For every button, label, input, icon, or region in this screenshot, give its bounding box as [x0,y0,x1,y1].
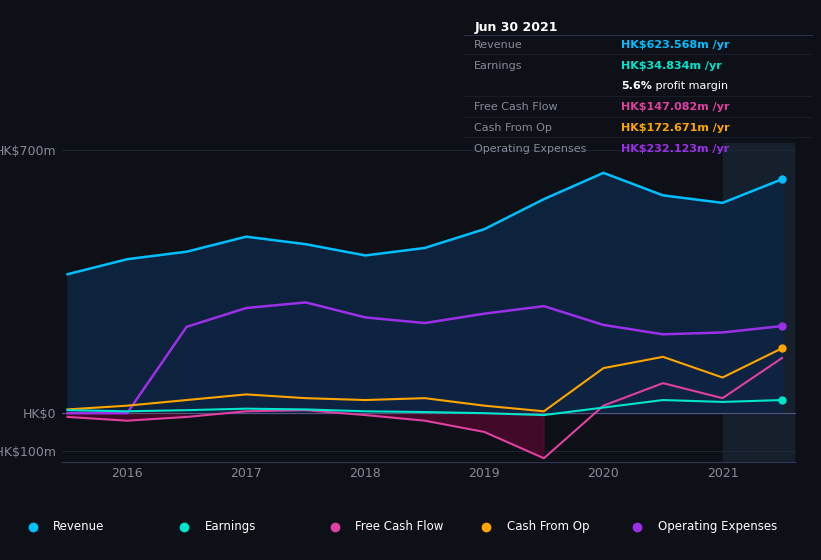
Text: Revenue: Revenue [475,40,523,50]
Text: HK$34.834m /yr: HK$34.834m /yr [621,60,722,71]
Bar [722,143,794,462]
Text: HK$172.671m /yr: HK$172.671m /yr [621,123,730,133]
Text: Operating Expenses: Operating Expenses [658,520,777,533]
Text: Free Cash Flow: Free Cash Flow [475,102,558,112]
Text: Operating Expenses: Operating Expenses [475,144,587,153]
Text: Free Cash Flow: Free Cash Flow [355,520,444,533]
Text: 5.6%: 5.6% [621,81,652,91]
Text: Jun 30 2021: Jun 30 2021 [475,21,557,34]
Text: Revenue: Revenue [53,520,105,533]
Text: HK$147.082m /yr: HK$147.082m /yr [621,102,729,112]
Text: HK$232.123m /yr: HK$232.123m /yr [621,144,729,153]
Text: Cash From Op: Cash From Op [475,123,553,133]
Text: Earnings: Earnings [475,60,523,71]
Text: Cash From Op: Cash From Op [507,520,589,533]
Text: Earnings: Earnings [204,520,256,533]
Text: profit margin: profit margin [653,81,728,91]
Text: HK$623.568m /yr: HK$623.568m /yr [621,40,729,50]
